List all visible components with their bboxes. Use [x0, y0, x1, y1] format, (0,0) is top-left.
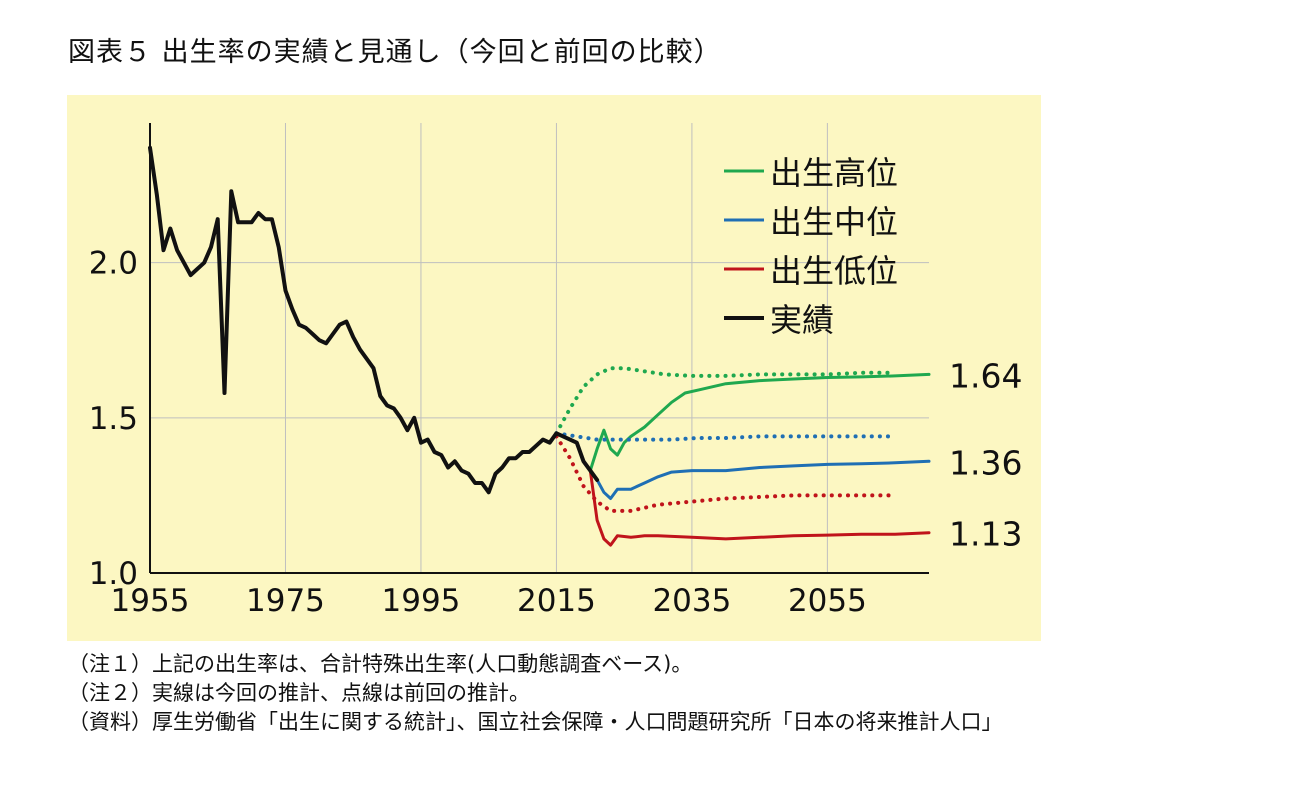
chart-background: [67, 95, 1041, 641]
x-tick-label: 2035: [652, 583, 731, 619]
y-tick-label: 2.0: [89, 246, 138, 282]
series-line: [588, 469, 931, 547]
series-line: [588, 459, 931, 500]
series-line: [588, 372, 931, 473]
x-tick-label: 2055: [788, 583, 867, 619]
legend-label: 出生高位: [770, 154, 898, 192]
end-label: 1.13: [949, 515, 1022, 554]
note-2: （注２）実線は今回の推計、点線は前回の推計。: [68, 681, 530, 705]
line-chart: 1955 1975 1995 2015 2035 2055 1.0 1.5 2.0 1.64 1.3…: [67, 95, 1041, 641]
end-label: 1.36: [949, 443, 1022, 482]
chart-area: 1955 1975 1995 2015 2035 2055 1.0 1.5 2.0 1.64 1.3…: [67, 95, 1041, 641]
end-label: 1.64: [949, 356, 1022, 395]
legend-label: 実績: [770, 301, 834, 339]
legend-label: 出生低位: [770, 252, 898, 290]
note-source: （資料）厚生労働省「出生に関する統計」、国立社会保障・人口問題研究所「日本の将来…: [68, 710, 1003, 734]
chart-title: 図表５ 出生率の実績と見通し（今回と前回の比較）: [68, 37, 722, 68]
series-line: [148, 145, 600, 495]
series-previous-line: [554, 431, 898, 442]
x-tick-label: 1975: [246, 583, 325, 619]
x-tick-label: 1995: [382, 583, 461, 619]
series-previous-line: [554, 366, 898, 436]
y-tick-label: 1.0: [89, 556, 138, 592]
y-tick-label: 1.5: [89, 401, 138, 437]
series-previous-line: [554, 434, 898, 513]
notes: （注１）上記の出生率は、合計特殊出生率(人口動態調査ベース)。 （注２）実線は今…: [68, 650, 1003, 737]
x-tick-label: 1955: [111, 583, 190, 619]
legend-label: 出生中位: [770, 203, 898, 241]
x-tick-label: 2015: [517, 583, 596, 619]
note-1: （注１）上記の出生率は、合計特殊出生率(人口動態調査ベース)。: [68, 652, 693, 676]
